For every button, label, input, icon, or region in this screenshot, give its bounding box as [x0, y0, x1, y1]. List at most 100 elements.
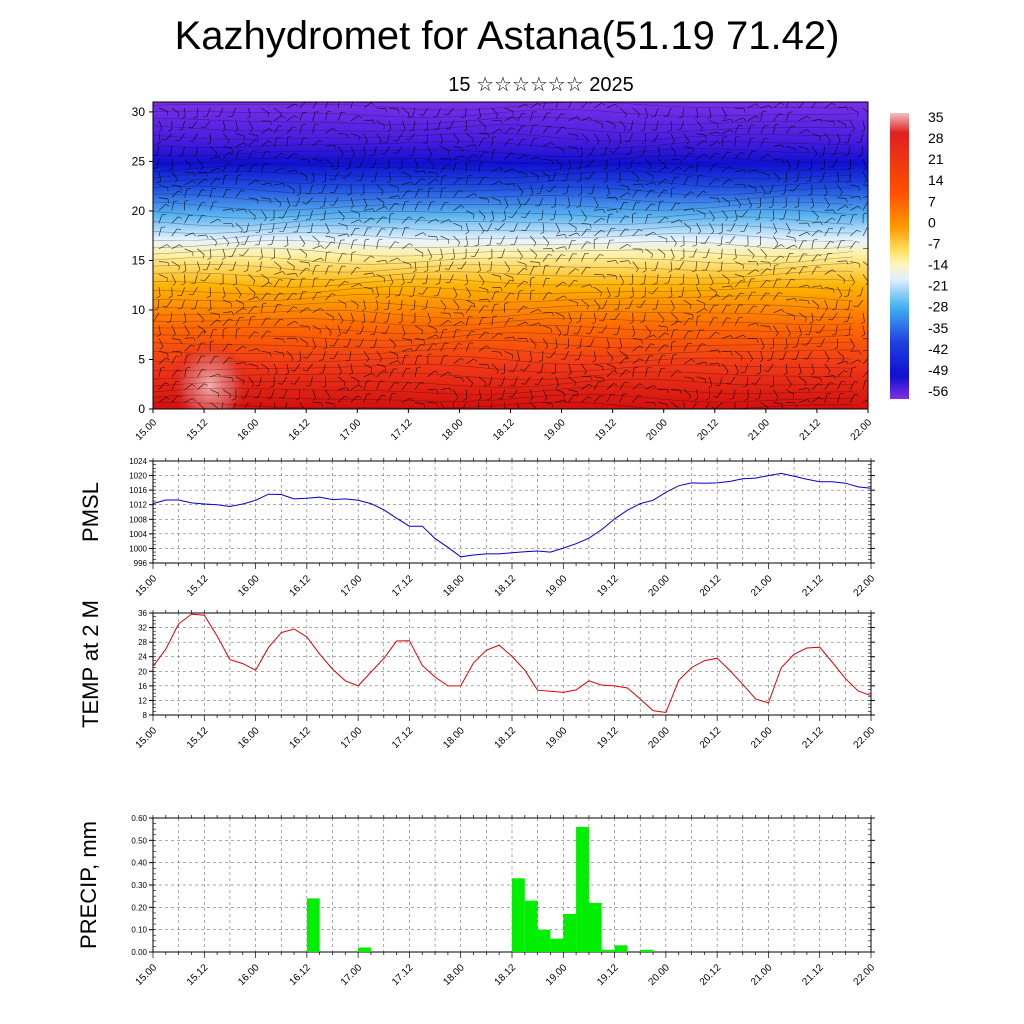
wind-barb-feather	[383, 142, 388, 144]
wind-barb	[786, 389, 795, 395]
wind-barb-feather	[242, 231, 247, 233]
wind-barb	[824, 269, 833, 275]
wind-barb-feather	[384, 308, 389, 311]
wind-barb	[568, 363, 572, 373]
wind-barb-feather	[648, 292, 653, 295]
wind-barb	[542, 141, 552, 147]
wind-barb	[171, 201, 175, 211]
wind-barb-feather	[773, 231, 777, 235]
precip-chart-bar	[588, 902, 602, 952]
wind-barb-feather	[302, 243, 306, 247]
wind-barb	[785, 112, 790, 121]
wind-barb-feather	[833, 209, 836, 214]
wind-barb	[523, 363, 531, 371]
wind-barb	[606, 240, 611, 249]
wind-barb-feather	[342, 253, 347, 255]
wind-barb	[542, 223, 545, 233]
wind-barb	[747, 291, 753, 301]
wind-barb-feather	[679, 389, 682, 394]
wind-barb-feather	[663, 254, 666, 259]
wind-barb-feather	[423, 232, 427, 236]
wind-barb-feather	[177, 190, 182, 193]
wind-barb-feather	[175, 139, 180, 142]
wind-barb-feather	[743, 411, 747, 412]
wind-barb	[744, 363, 749, 373]
wind-barb	[860, 133, 864, 143]
wind-barb-feather	[598, 381, 603, 383]
wind-barb-feather	[521, 383, 526, 385]
wind-barb	[184, 158, 192, 166]
wind-barb-feather	[484, 126, 487, 131]
wind-barb-feather	[807, 300, 810, 305]
heatmap-field	[153, 102, 868, 409]
wind-barb-feather	[338, 372, 342, 376]
wind-barb-feather	[455, 397, 459, 401]
wind-barb	[581, 228, 588, 237]
heatmap-x-tick-label: 18.00	[440, 417, 466, 443]
wind-barb	[389, 350, 398, 356]
wind-barb-feather	[394, 241, 399, 244]
wind-barb	[171, 274, 177, 283]
wind-barb-feather	[781, 309, 785, 313]
wind-barb	[389, 274, 394, 283]
wind-barb-feather	[180, 339, 182, 345]
wind-barb-feather	[207, 308, 212, 312]
wind-barb	[171, 338, 181, 341]
wind-barb-feather	[468, 294, 472, 299]
wind-barb-feather	[167, 198, 170, 203]
wind-barb	[171, 228, 178, 237]
wind-barb	[601, 325, 608, 334]
wind-barb	[347, 338, 352, 347]
wind-barb-feather	[717, 244, 722, 247]
wind-barb	[683, 358, 692, 365]
wind-barb-feather	[629, 295, 634, 299]
wind-barb-feather	[429, 187, 434, 189]
wind-barb	[363, 286, 373, 290]
wind-barb	[477, 402, 480, 409]
wind-barb	[333, 184, 339, 193]
wind-barb	[258, 235, 262, 245]
heatmap-contour	[153, 347, 854, 357]
wind-barb-feather	[201, 319, 204, 324]
wind-barb	[760, 268, 768, 275]
wind-barb	[798, 266, 804, 275]
wind-barb	[564, 351, 569, 360]
wind-barb-feather	[280, 318, 285, 321]
wind-barb	[156, 146, 160, 156]
pmsl-chart-x-tick-label: 18.00	[441, 573, 467, 599]
wind-barb	[465, 305, 472, 314]
wind-barb	[192, 287, 198, 296]
wind-barb-feather	[454, 295, 458, 299]
wind-barb-feather	[246, 116, 251, 120]
wind-barb	[589, 325, 595, 334]
wind-barb	[709, 164, 715, 173]
wind-barb	[219, 107, 224, 117]
wind-barb	[376, 120, 385, 126]
wind-barb-feather	[383, 125, 385, 130]
wind-barb	[683, 343, 689, 352]
wind-barb	[645, 203, 652, 211]
wind-barb	[695, 261, 697, 271]
wind-barb	[363, 227, 368, 237]
wind-barb-feather	[398, 109, 400, 114]
wind-barb	[337, 240, 342, 249]
temp-chart-y-tick-label: 28	[138, 638, 147, 647]
wind-barb-feather	[729, 294, 733, 297]
wind-barb-feather	[641, 142, 646, 145]
wind-barb	[286, 279, 292, 288]
wind-barb	[350, 146, 356, 155]
wind-barb	[568, 299, 578, 303]
wind-barb	[747, 197, 753, 206]
wind-barb-feather	[449, 157, 452, 162]
wind-barb	[448, 261, 454, 270]
wind-barb	[593, 312, 597, 322]
wind-barb-feather	[340, 320, 344, 324]
wind-barb	[359, 338, 365, 347]
wind-barb	[824, 228, 830, 237]
wind-barb-feather	[268, 282, 273, 286]
precip-chart-bar	[576, 826, 589, 952]
wind-barb	[350, 299, 359, 306]
wind-barb	[248, 274, 256, 282]
wind-barb-feather	[223, 327, 228, 330]
